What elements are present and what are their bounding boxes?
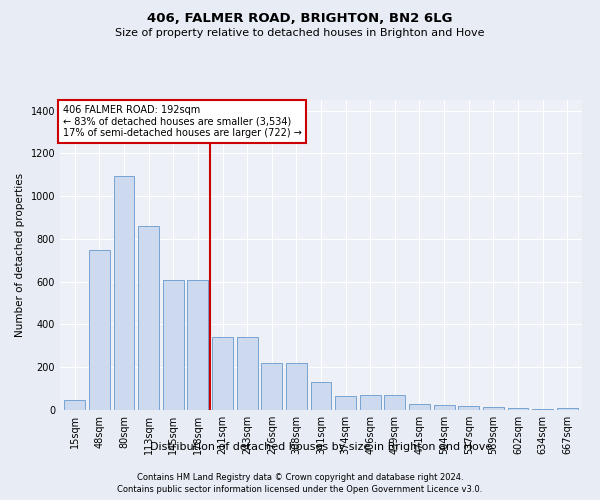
Bar [138,226,159,410]
Bar [187,280,208,410]
Text: Contains public sector information licensed under the Open Government Licence v3: Contains public sector information licen… [118,485,482,494]
Bar [286,363,307,410]
Bar [532,409,553,410]
Bar [212,338,233,410]
Bar [261,363,282,410]
Text: 406 FALMER ROAD: 192sqm
← 83% of detached houses are smaller (3,534)
17% of semi: 406 FALMER ROAD: 192sqm ← 83% of detache… [62,104,301,138]
Bar [113,176,134,410]
Bar [483,407,504,410]
Bar [434,405,455,410]
Bar [89,250,110,410]
Bar [409,404,430,410]
Bar [163,280,184,410]
Text: Contains HM Land Registry data © Crown copyright and database right 2024.: Contains HM Land Registry data © Crown c… [137,472,463,482]
Bar [311,382,331,410]
Bar [385,395,406,410]
Bar [360,395,381,410]
Bar [557,408,578,410]
Y-axis label: Number of detached properties: Number of detached properties [15,173,25,337]
Text: Size of property relative to detached houses in Brighton and Hove: Size of property relative to detached ho… [115,28,485,38]
Bar [335,396,356,410]
Bar [236,338,257,410]
Text: Distribution of detached houses by size in Brighton and Hove: Distribution of detached houses by size … [150,442,492,452]
Text: 406, FALMER ROAD, BRIGHTON, BN2 6LG: 406, FALMER ROAD, BRIGHTON, BN2 6LG [147,12,453,26]
Bar [508,408,529,410]
Bar [458,406,479,410]
Bar [64,400,85,410]
